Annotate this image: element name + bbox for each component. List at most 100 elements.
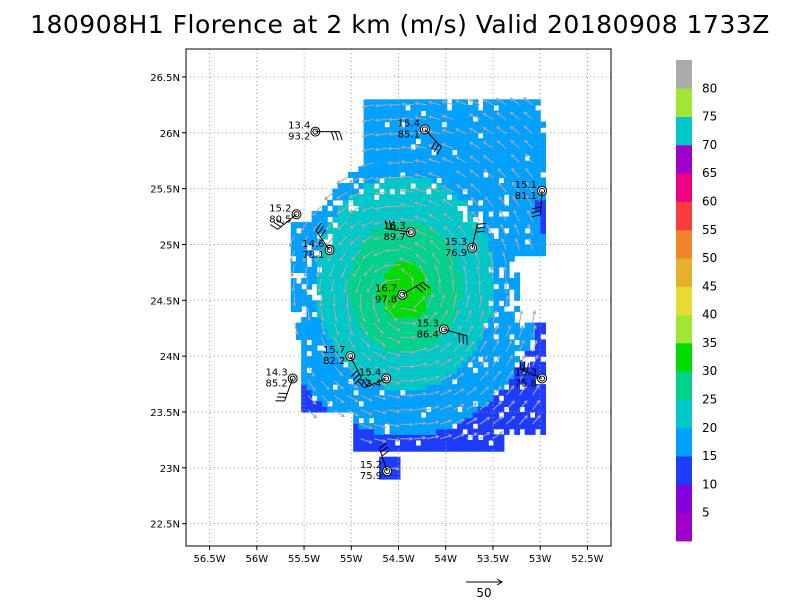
wind-cell xyxy=(415,160,422,167)
wind-arrow-head xyxy=(347,318,352,323)
colorbar-label: 75 xyxy=(702,110,717,124)
wind-cell xyxy=(514,166,520,173)
wind-cell xyxy=(457,289,463,296)
wind-cell xyxy=(529,372,536,380)
wind-arrow-head xyxy=(411,350,416,354)
wind-cell xyxy=(436,199,443,206)
x-tick-label: 52.5W xyxy=(571,554,603,565)
wind-cell xyxy=(451,177,458,184)
wind-cell xyxy=(462,222,468,229)
wind-cell xyxy=(431,283,437,290)
wind-cell xyxy=(509,127,515,134)
wind-cell xyxy=(405,261,411,268)
wind-cell xyxy=(379,143,385,151)
obs-value-1: 15.7 xyxy=(323,345,345,356)
wind-cell xyxy=(540,367,546,374)
wind-cell xyxy=(363,250,370,257)
wind-arrow xyxy=(414,202,427,207)
wind-arrow xyxy=(430,240,441,251)
wind-cell xyxy=(415,194,422,201)
wind-cell xyxy=(311,367,318,374)
wind-arrow-head xyxy=(536,399,541,404)
wind-barb-flag xyxy=(319,229,327,238)
wind-arrow-head xyxy=(400,160,405,164)
wind-cell xyxy=(363,328,370,335)
wind-cell xyxy=(467,384,474,391)
wind-cell xyxy=(540,138,546,145)
wind-cell xyxy=(509,160,515,167)
wind-cell xyxy=(337,372,344,380)
wind-cell xyxy=(415,272,422,279)
wind-cell xyxy=(368,361,375,368)
wind-cell xyxy=(451,171,458,179)
wind-cell xyxy=(384,183,391,190)
wind-cell xyxy=(410,160,417,167)
colorbar-swatch xyxy=(676,456,692,485)
wind-cell xyxy=(477,339,484,346)
wind-cell xyxy=(353,272,359,279)
wind-cell xyxy=(503,311,510,318)
wind-cell xyxy=(441,384,448,391)
wind-cell xyxy=(348,389,354,396)
wind-cell xyxy=(472,160,479,167)
wind-cell xyxy=(472,317,479,324)
wind-cell xyxy=(503,183,510,190)
wind-cell xyxy=(488,289,494,296)
wind-cell xyxy=(483,384,489,391)
wind-cell xyxy=(472,406,479,413)
wind-cell xyxy=(540,322,546,329)
wind-cell xyxy=(509,177,515,184)
wind-cell xyxy=(342,199,349,206)
wind-cell xyxy=(467,333,474,340)
wind-arrow xyxy=(307,409,317,419)
wind-cell xyxy=(399,127,406,134)
wind-cell xyxy=(535,127,541,134)
wind-cell xyxy=(488,445,494,452)
wind-arrow xyxy=(413,422,426,425)
wind-arrow xyxy=(459,238,467,251)
wind-cell xyxy=(415,250,422,257)
wind-cell xyxy=(425,339,432,346)
wind-cell xyxy=(415,356,422,363)
reference-label: 50 xyxy=(476,586,491,600)
wind-arrow-head xyxy=(334,317,338,322)
wind-cell xyxy=(332,300,339,307)
wind-arrow xyxy=(527,224,534,236)
wind-cell xyxy=(358,183,365,190)
wind-arrow-head xyxy=(289,258,294,263)
wind-arrow-head xyxy=(400,188,405,193)
wind-cell xyxy=(483,121,489,128)
wind-arrow-head xyxy=(522,354,526,359)
wind-cell xyxy=(301,244,307,251)
wind-cell xyxy=(332,395,339,402)
colorbar-swatch xyxy=(676,371,692,400)
wind-cell xyxy=(514,389,520,396)
wind-cell xyxy=(327,339,333,346)
wind-cell xyxy=(535,250,541,257)
wind-arrow-head xyxy=(510,125,514,130)
colorbar-swatch xyxy=(676,229,692,259)
wind-cell xyxy=(342,210,349,218)
wind-cell xyxy=(296,222,302,229)
wind-cell xyxy=(457,434,463,441)
wind-cell xyxy=(425,199,432,206)
wind-arrow xyxy=(414,242,428,251)
wind-cell xyxy=(477,423,484,430)
wind-cell xyxy=(472,328,479,335)
wind-cell xyxy=(514,177,520,184)
wind-cell xyxy=(311,244,318,251)
wind-cell xyxy=(410,210,417,218)
wind-arrow-head xyxy=(494,324,499,329)
wind-cell xyxy=(311,356,318,363)
wind-cell xyxy=(472,339,479,346)
wind-cell xyxy=(431,339,437,346)
wind-cell xyxy=(451,160,458,167)
wind-cell xyxy=(405,138,411,145)
wind-cell xyxy=(441,233,448,240)
wind-arrow-head xyxy=(524,139,528,144)
wind-cell xyxy=(436,261,443,268)
wind-cell xyxy=(368,222,375,229)
wind-cell xyxy=(524,222,531,229)
wind-cell xyxy=(405,412,411,419)
wind-cell xyxy=(363,445,370,452)
